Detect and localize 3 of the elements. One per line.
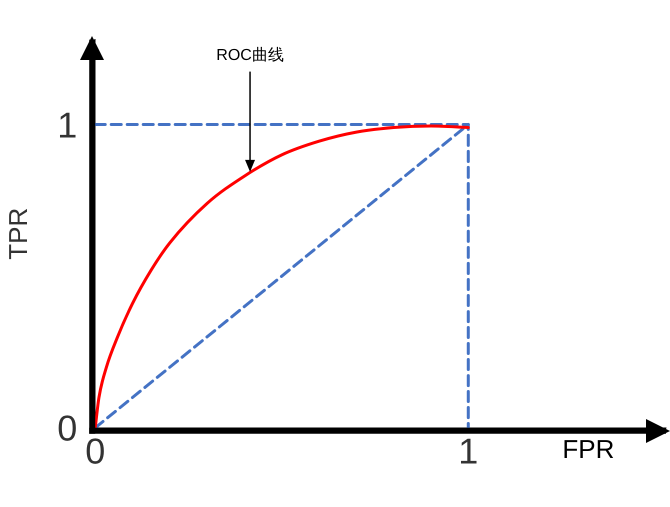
y-axis-title: TPR <box>2 208 33 260</box>
annotation: ROC曲线 <box>216 46 284 64</box>
x-axis-title: FPR <box>562 434 614 464</box>
